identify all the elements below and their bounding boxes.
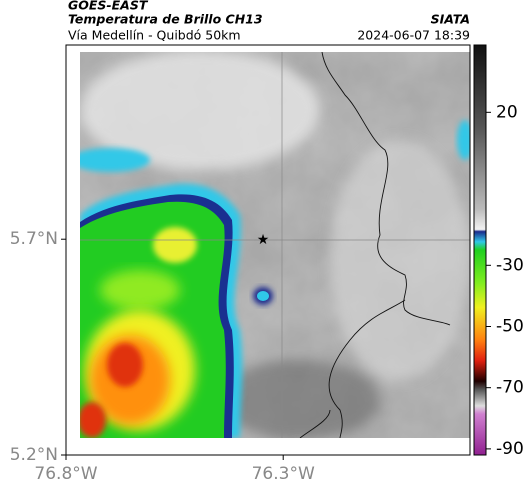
colorbar-tick-label: -50 [496,316,524,336]
lon-tick-label: 76.8°W [34,464,97,484]
colorbar-tick-label: -70 [496,378,524,398]
borders [299,52,451,438]
lat-tick-label: 5.7°N [10,229,58,249]
title: Temperatura de Brillo CH13 [68,12,263,27]
colorbar-tick-label: 20 [496,102,518,122]
colorbar-tick-label: -30 [496,255,524,275]
colorbar-tick-label: -90 [496,439,524,459]
map-frame [65,44,471,456]
satellite-image [80,52,470,438]
source: GOES-EAST [68,0,149,13]
subtitle: Vía Medellín - Quibdó 50km [68,28,241,43]
agency: SIATA [431,12,470,27]
lon-tick-label: 76.3°W [252,464,315,484]
lat-tick-label: 5.2°N [10,445,58,465]
colorbar [473,44,487,456]
datetime: 2024-06-07 18:39 [357,28,470,43]
location-marker: ★ [257,232,270,248]
